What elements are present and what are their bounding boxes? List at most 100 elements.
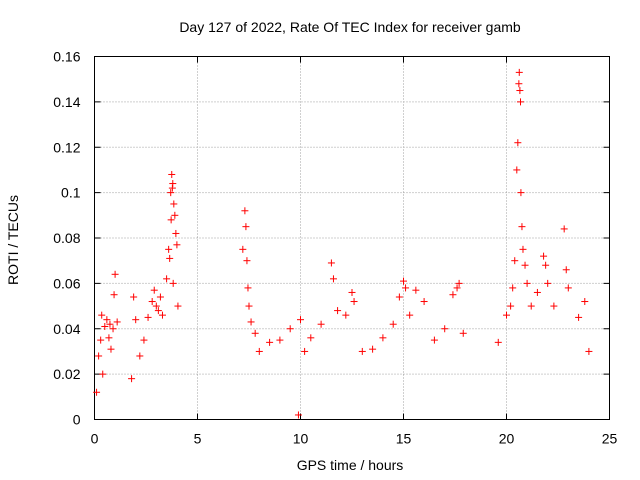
x-tick-label: 25 [602,431,618,447]
data-point [95,352,103,360]
data-point [99,370,107,378]
data-point [243,257,251,265]
y-tick-label: 0.06 [53,275,80,291]
data-point [517,98,525,106]
data-point [168,184,176,192]
data-point [342,311,350,319]
data-point [515,80,523,88]
data-point [519,245,527,253]
data-point [581,298,589,306]
data-point [103,316,111,324]
data-point [369,345,377,353]
y-tick-label: 0.14 [53,94,80,110]
axis-ticks: 0 5 10 15 20 25 0 0.02 0.04 0.06 0.08 0.1 0.12 0.14 0.… [53,49,617,447]
x-tick-label: 15 [396,431,412,447]
data-point [327,259,335,267]
x-axis-label: GPS time / hours [297,457,404,473]
data-point [170,200,178,208]
data-point [523,279,531,287]
data-point [152,302,160,310]
y-tick-label: 0 [73,412,81,428]
data-point [400,277,407,285]
data-point [169,279,177,287]
data-point [111,270,119,278]
data-point [514,139,522,147]
data-point [128,375,136,383]
data-point [110,291,118,299]
data-point [167,189,175,197]
data-point [101,322,109,330]
y-axis-label: ROTI / TECUs [5,195,21,285]
x-tick-label: 20 [499,431,515,447]
y-tick-label: 0.08 [53,230,80,246]
data-point [515,68,523,76]
data-point [158,311,166,319]
data-point [166,254,174,262]
data-point [171,211,179,219]
data-point [307,334,315,342]
data-point [494,338,502,346]
x-tick-label: 0 [91,431,99,447]
data-point [441,325,449,333]
data-point [168,170,176,178]
data-point [239,245,247,253]
data-point [507,302,515,310]
data-point [255,347,263,355]
data-point [130,293,138,301]
data-point [301,347,309,355]
data-point [317,320,325,328]
data-point [562,266,570,274]
data-point [459,329,467,337]
data-point [109,325,117,333]
plot-frame [94,56,610,420]
data-point [174,302,182,310]
data-point [395,293,403,301]
data-point [513,166,521,174]
data-point [247,318,255,326]
data-point [527,302,535,310]
data-point [389,320,397,328]
y-tick-label: 0.02 [53,366,80,382]
grid-lines [94,56,610,420]
data-point [533,288,541,296]
data-point [455,279,463,287]
data-point [575,313,583,321]
y-tick-label: 0.1 [61,185,81,201]
data-point [113,318,121,326]
data-point [544,279,552,287]
data-point [517,189,525,197]
chart-title: Day 127 of 2022, Rate Of TEC Index for r… [179,19,521,35]
data-point [107,345,115,353]
data-point [350,298,358,306]
y-tick-label: 0.04 [53,321,80,337]
x-tick-label: 10 [293,431,309,447]
data-point [266,338,274,346]
data-point [430,336,438,344]
data-point [276,336,284,344]
data-point [560,225,568,233]
data-point [97,336,105,344]
data-point [156,293,164,301]
data-point [245,302,253,310]
data-point [297,316,304,324]
data-point [453,284,461,292]
data-point [449,291,457,299]
data-point [412,286,420,294]
y-tick-label: 0.16 [53,49,80,65]
data-point [585,347,593,355]
x-tick-label: 5 [194,431,202,447]
data-point [406,311,414,319]
data-point [172,229,180,237]
data-point [286,325,294,333]
data-point [132,316,140,324]
data-point [98,311,106,319]
data-point [242,223,250,231]
data-point [379,334,387,342]
data-point [173,241,181,249]
data-point [509,284,517,292]
data-point [165,245,173,253]
data-point [294,411,302,419]
data-point [521,261,529,269]
data-point [564,284,572,292]
